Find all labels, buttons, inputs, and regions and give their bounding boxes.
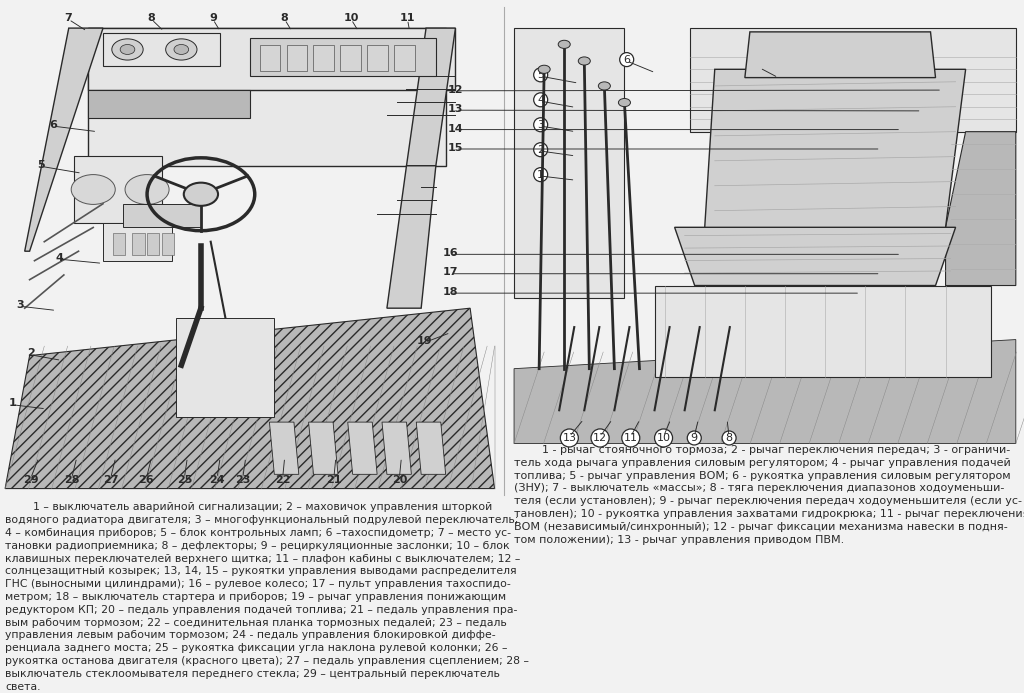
Text: 1 - рычаг стояночного тормоза; 2 - рычаг переключения передач; 3 - ограничи-
тел: 1 - рычаг стояночного тормоза; 2 - рычаг… <box>514 445 1024 545</box>
Polygon shape <box>514 340 1016 444</box>
Text: 9: 9 <box>691 433 697 443</box>
Circle shape <box>174 44 188 55</box>
Text: 4: 4 <box>55 253 63 263</box>
Polygon shape <box>269 422 299 474</box>
Text: 18: 18 <box>442 287 459 297</box>
Circle shape <box>558 40 570 49</box>
Polygon shape <box>74 157 162 222</box>
Text: 20: 20 <box>391 475 408 484</box>
Text: 9: 9 <box>209 13 217 23</box>
Text: 16: 16 <box>442 248 459 258</box>
Polygon shape <box>514 28 625 298</box>
Polygon shape <box>88 28 445 166</box>
Text: 14: 14 <box>447 124 464 134</box>
Text: 7: 7 <box>65 13 73 23</box>
Polygon shape <box>123 204 201 227</box>
Polygon shape <box>407 28 456 166</box>
Bar <box>340 45 361 71</box>
Polygon shape <box>744 32 936 78</box>
Text: 11: 11 <box>399 13 416 23</box>
Polygon shape <box>250 37 436 76</box>
Circle shape <box>72 175 116 204</box>
Text: 8: 8 <box>281 13 289 23</box>
Circle shape <box>579 57 590 65</box>
Text: 13: 13 <box>447 105 464 114</box>
Text: 2: 2 <box>538 145 544 155</box>
Polygon shape <box>103 33 220 66</box>
Text: 7: 7 <box>757 62 763 71</box>
Text: 21: 21 <box>326 475 342 484</box>
Polygon shape <box>88 90 250 119</box>
Bar <box>162 233 174 254</box>
Polygon shape <box>675 227 955 286</box>
Bar <box>260 45 281 71</box>
Text: 1: 1 <box>538 170 544 179</box>
Text: 6: 6 <box>624 55 630 64</box>
Polygon shape <box>308 422 338 474</box>
Circle shape <box>125 175 169 204</box>
Text: 8: 8 <box>726 433 732 443</box>
Text: 12: 12 <box>447 85 464 95</box>
Text: 27: 27 <box>102 475 119 484</box>
Text: 22: 22 <box>274 475 291 484</box>
Bar <box>147 233 160 254</box>
Text: 25: 25 <box>176 475 193 484</box>
Text: 1: 1 <box>8 398 16 408</box>
Polygon shape <box>25 28 103 252</box>
Circle shape <box>539 65 550 73</box>
Text: 11: 11 <box>624 433 638 443</box>
Text: 17: 17 <box>442 267 459 277</box>
Text: 10: 10 <box>343 13 359 23</box>
Circle shape <box>166 39 197 60</box>
Circle shape <box>112 39 143 60</box>
Text: 3: 3 <box>16 300 25 310</box>
Polygon shape <box>176 317 274 417</box>
Polygon shape <box>348 422 377 474</box>
Circle shape <box>183 183 218 206</box>
Text: 10: 10 <box>656 433 671 443</box>
Bar <box>313 45 334 71</box>
Bar <box>394 45 415 71</box>
Text: 4: 4 <box>538 95 544 105</box>
Text: 1 – выключатель аварийной сигнализации; 2 – маховичок управления шторкой
водяног: 1 – выключатель аварийной сигнализации; … <box>5 502 529 692</box>
Text: 19: 19 <box>417 336 433 346</box>
Polygon shape <box>690 28 1016 132</box>
Text: 2: 2 <box>27 349 35 358</box>
Text: 8: 8 <box>147 13 156 23</box>
Polygon shape <box>103 222 172 261</box>
Polygon shape <box>945 132 1016 286</box>
Polygon shape <box>382 422 412 474</box>
Text: 6: 6 <box>49 120 57 130</box>
Text: 3: 3 <box>538 120 544 130</box>
Text: 23: 23 <box>234 475 251 484</box>
Polygon shape <box>5 308 495 489</box>
Text: 26: 26 <box>138 475 155 484</box>
Polygon shape <box>88 28 456 90</box>
Text: 15: 15 <box>447 143 464 153</box>
Circle shape <box>120 44 135 55</box>
Text: 13: 13 <box>562 433 577 443</box>
Polygon shape <box>654 286 991 377</box>
Text: 24: 24 <box>209 475 225 484</box>
Bar <box>368 45 388 71</box>
Circle shape <box>618 98 631 107</box>
Polygon shape <box>705 69 966 227</box>
Text: 29: 29 <box>23 475 39 484</box>
Text: 28: 28 <box>63 475 80 484</box>
Polygon shape <box>387 166 436 308</box>
Bar <box>287 45 307 71</box>
Text: 5: 5 <box>538 70 544 80</box>
Text: 12: 12 <box>593 433 607 443</box>
Polygon shape <box>417 422 445 474</box>
Text: 5: 5 <box>37 160 45 170</box>
Bar <box>113 233 125 254</box>
Bar <box>132 233 144 254</box>
Circle shape <box>598 82 610 90</box>
